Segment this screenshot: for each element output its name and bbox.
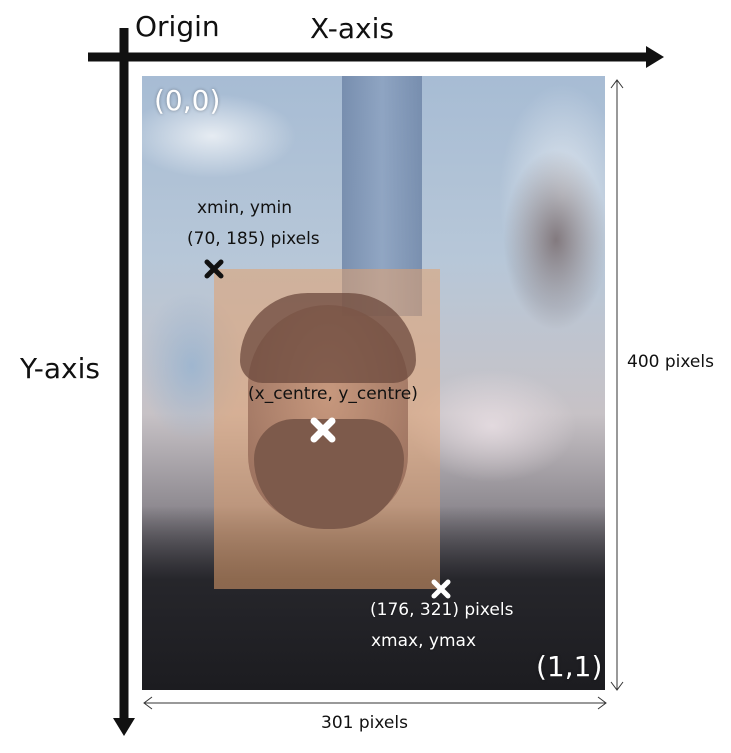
origin-label: Origin: [135, 10, 220, 43]
height-label: 400 pixels: [627, 352, 714, 372]
x-axis-arrowhead: [646, 46, 664, 68]
top-left-corner-label: (0,0): [154, 84, 221, 117]
hair: [240, 293, 416, 383]
y-axis-arrowhead: [113, 718, 135, 736]
height-arrow-top: [610, 79, 624, 89]
cross-icon: [310, 417, 336, 443]
y-axis-label: Y-axis: [20, 352, 100, 385]
cross-icon: [204, 259, 224, 279]
x-axis-label: X-axis: [310, 12, 394, 45]
max-point-coords: (176, 321) pixels: [370, 600, 514, 620]
width-label: 301 pixels: [321, 713, 408, 733]
min-point-name: xmin, ymin: [197, 198, 293, 218]
cross-icon: [431, 579, 451, 599]
width-arrow-right: [597, 696, 607, 710]
min-point-coords: (70, 185) pixels: [187, 229, 320, 249]
fabric-fold: [472, 136, 605, 396]
bottom-right-corner-label: (1,1): [536, 650, 603, 683]
centre-point-label: (x_centre, y_centre): [248, 384, 418, 404]
max-point-name: xmax, ymax: [371, 631, 477, 651]
width-arrow-left: [143, 696, 153, 710]
height-arrow-bottom: [610, 681, 624, 691]
